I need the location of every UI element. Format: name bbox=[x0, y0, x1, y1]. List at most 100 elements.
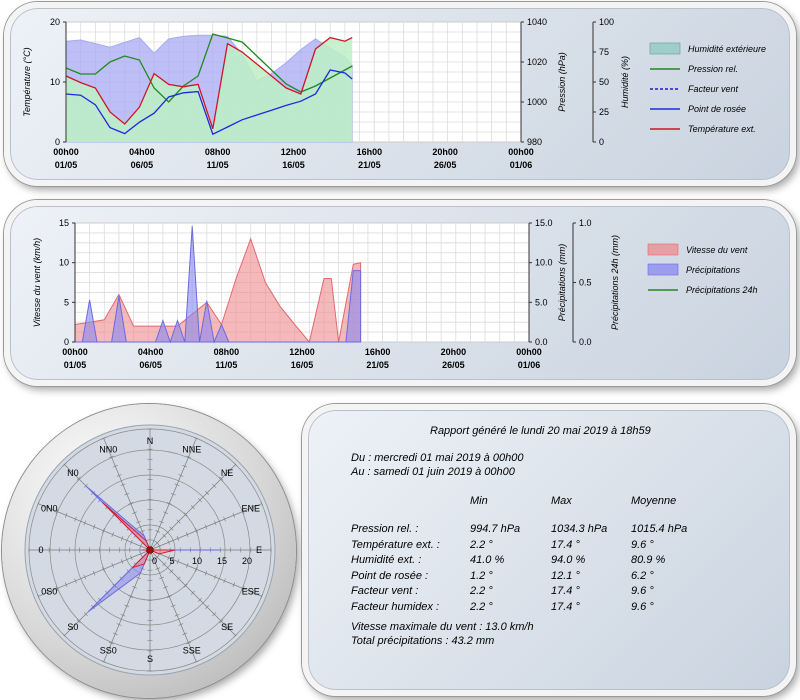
humidity-tick-label: 25 bbox=[599, 107, 609, 117]
rose-minor-tick bbox=[159, 520, 165, 524]
x-tick-label: 00h00 bbox=[516, 347, 542, 357]
report-row-max: 17.4 ° bbox=[551, 600, 580, 613]
rose-minor-tick bbox=[176, 576, 181, 581]
x-tick-label: 08h00 bbox=[205, 147, 231, 157]
legend-swatch bbox=[647, 243, 679, 256]
report-header-avg: Moyenne bbox=[631, 495, 677, 507]
rose-radial-label: 15 bbox=[217, 556, 227, 566]
precip24-tick-label: 0.5 bbox=[579, 278, 592, 288]
wind-tick-label: 0 bbox=[64, 337, 69, 347]
series-area-wind bbox=[74, 237, 362, 344]
pressure-tick-label: 1020 bbox=[527, 57, 547, 67]
rose-minor-tick bbox=[232, 582, 236, 588]
rose-minor-tick bbox=[132, 586, 137, 589]
rose-minor-tick bbox=[83, 520, 87, 526]
rose-minor-tick bbox=[176, 519, 181, 524]
rose-minor-tick bbox=[219, 619, 224, 624]
rose-minor-tick bbox=[135, 520, 141, 524]
report-row-max: 94.0 % bbox=[551, 554, 586, 566]
report-row-min: 2.2 ° bbox=[470, 585, 493, 597]
rose-minor-tick bbox=[124, 492, 130, 496]
rose-direction-label: SE bbox=[221, 622, 233, 632]
rose-radial-label: 10 bbox=[192, 556, 202, 566]
rose-minor-tick bbox=[108, 455, 114, 459]
rose-minor-tick bbox=[170, 604, 176, 608]
report-period-to: Au : samedi 01 juin 2019 à 00h00 bbox=[351, 466, 515, 478]
pressure-tick-label: 1000 bbox=[527, 97, 547, 107]
rose-minor-tick bbox=[213, 520, 217, 526]
rose-minor-tick bbox=[163, 586, 168, 589]
rose-minor-tick bbox=[178, 623, 184, 626]
rose-minor-tick bbox=[197, 498, 202, 503]
rose-minor-tick bbox=[205, 490, 210, 495]
wind-precip-chart: 00h00 01/05 04h00 06/05 08h00 11/05 12h00 16/05… bbox=[32, 218, 758, 370]
legend-swatch bbox=[647, 263, 679, 276]
legend-label: Facteur vent bbox=[688, 84, 739, 94]
temp-tick-label: 10 bbox=[50, 77, 60, 87]
temp-axis-title: Température (°C) bbox=[22, 47, 32, 116]
rose-minor-tick bbox=[135, 576, 141, 580]
rose-minor-tick bbox=[204, 524, 208, 530]
rose-minor-tick bbox=[213, 574, 217, 580]
report-panel bbox=[302, 404, 796, 696]
humidity-tick-label: 50 bbox=[599, 77, 609, 87]
report-row-label: Facteur vent : bbox=[351, 585, 419, 597]
rose-minor-tick bbox=[186, 641, 192, 645]
x-tick-label: 00h00 bbox=[53, 147, 79, 157]
report-row-label: Facteur humidex : bbox=[351, 600, 440, 613]
legend-swatch bbox=[649, 42, 681, 55]
rose-minor-tick bbox=[182, 632, 188, 636]
rose-direction-label: ESE bbox=[242, 587, 260, 597]
report-row-min: 2.2 ° bbox=[470, 538, 493, 551]
rose-minor-tick bbox=[101, 436, 107, 440]
wind-rose-chart: 0 5 10 15 20 N NNE NE ENE E ESE SE SSE S SS0 S0 0S0 0 0N0 N… bbox=[24, 424, 276, 676]
report-row-max: 17.4 ° bbox=[551, 538, 580, 551]
rose-minor-tick bbox=[62, 633, 67, 638]
precip24-tick-label: 0.0 bbox=[579, 337, 592, 347]
x-tick-label: 01/06 bbox=[518, 360, 541, 370]
rose-minor-tick bbox=[197, 597, 202, 602]
rose-minor-tick bbox=[111, 532, 114, 537]
rose-minor-tick bbox=[226, 469, 231, 474]
rose-minor-tick bbox=[74, 578, 77, 584]
precip-tick-label: 10.0 bbox=[535, 258, 553, 268]
x-tick-label: 01/06 bbox=[510, 160, 533, 170]
rose-minor-tick bbox=[190, 590, 195, 595]
rose-minor-tick bbox=[130, 539, 133, 545]
x-tick-label: 01/05 bbox=[64, 360, 87, 370]
x-tick-label: 11/05 bbox=[207, 160, 229, 170]
rose-direction-label: N0 bbox=[67, 468, 79, 478]
rose-minor-tick bbox=[176, 535, 180, 541]
rose-minor-tick bbox=[212, 612, 217, 617]
report-header-min: Min bbox=[470, 495, 488, 507]
rose-minor-tick bbox=[69, 626, 74, 631]
humidity-tick-label: 75 bbox=[599, 47, 609, 57]
rose-direction-label: ENE bbox=[241, 503, 260, 513]
rose-minor-tick bbox=[76, 619, 81, 624]
report-row-label: Point de rosée : bbox=[351, 569, 429, 582]
x-tick-label: 26/05 bbox=[442, 360, 465, 370]
precip24-tick-label: 1.0 bbox=[579, 218, 592, 228]
rose-minor-tick bbox=[120, 559, 124, 565]
x-tick-label: 08h00 bbox=[214, 347, 240, 357]
rose-minor-tick bbox=[120, 535, 124, 541]
x-tick-label: 04h00 bbox=[129, 147, 155, 157]
rose-minor-tick bbox=[205, 605, 210, 610]
rose-minor-tick bbox=[101, 660, 107, 664]
rose-minor-tick bbox=[186, 532, 189, 537]
rose-center-dot bbox=[146, 546, 154, 554]
rose-minor-tick bbox=[241, 508, 245, 514]
rose-direction-label: S bbox=[147, 654, 153, 664]
pressure-tick-label: 980 bbox=[527, 137, 542, 147]
rose-direction-label: NNE bbox=[182, 444, 201, 454]
rose-minor-tick bbox=[105, 651, 110, 654]
rose-minor-tick bbox=[176, 559, 180, 565]
rose-minor-tick bbox=[174, 613, 180, 617]
x-tick-label: 01/05 bbox=[55, 160, 78, 170]
rose-minor-tick bbox=[169, 569, 174, 574]
wind-axis-title: Vitesse du vent (km/h) bbox=[32, 238, 42, 327]
rose-minor-tick bbox=[92, 570, 96, 576]
x-tick-label: 26/05 bbox=[434, 160, 457, 170]
rose-minor-tick bbox=[83, 483, 88, 488]
rose-minor-tick bbox=[128, 502, 134, 505]
